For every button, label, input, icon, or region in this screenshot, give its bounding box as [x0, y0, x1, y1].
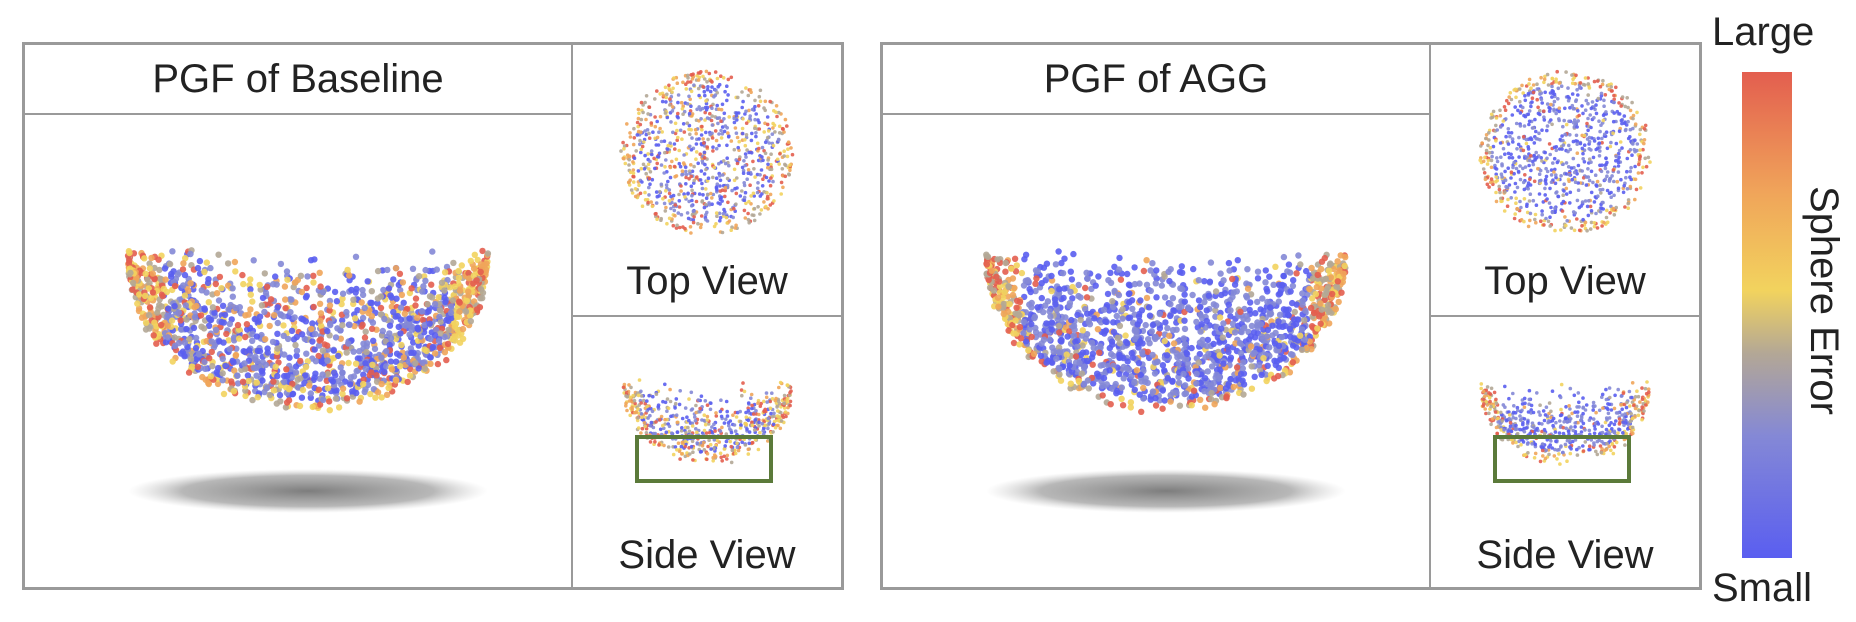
colorbar-axis-label: Sphere Error — [1802, 186, 1846, 415]
view-divider — [571, 315, 841, 317]
side-view-label: Side View — [1476, 533, 1654, 577]
colorbar-max-label: Large — [1712, 10, 1815, 54]
main-point-cloud — [983, 248, 1349, 513]
top-view-label: Top View — [1484, 259, 1646, 303]
side-view-point-cloud — [1479, 380, 1651, 483]
main-point-cloud — [124, 247, 492, 513]
baseline-panel: PGF of Baseline Top View Side View — [22, 42, 844, 590]
panel-title: PGF of Baseline — [152, 57, 444, 101]
side-view-label: Side View — [618, 533, 796, 577]
title-divider — [25, 113, 571, 115]
top-view-label: Top View — [626, 259, 788, 303]
colorbar — [1742, 72, 1792, 558]
top-view-point-cloud — [1478, 69, 1652, 233]
highlight-box — [1493, 435, 1631, 483]
panel-title: PGF of AGG — [1043, 57, 1269, 101]
shadow — [986, 469, 1346, 513]
top-view-point-cloud — [619, 69, 795, 235]
side-view-point-cloud — [621, 378, 793, 483]
agg-panel: PGF of AGG Top View Side View — [880, 42, 1702, 590]
view-divider — [1429, 315, 1699, 317]
highlight-box — [635, 435, 773, 483]
title-divider — [883, 113, 1429, 115]
shadow — [128, 469, 488, 513]
colorbar-min-label: Small — [1712, 566, 1813, 610]
